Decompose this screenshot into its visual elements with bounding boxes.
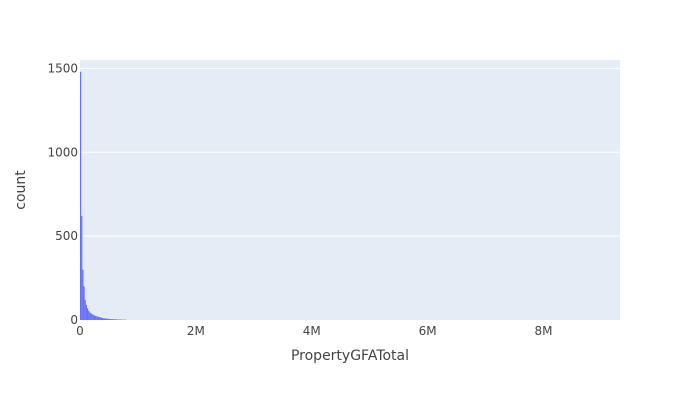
y-tick-label: 1500	[47, 61, 78, 75]
histogram-bar	[82, 269, 84, 320]
histogram-bar	[105, 318, 107, 320]
histogram-bar	[108, 318, 111, 320]
histogram-bar	[80, 71, 82, 320]
histogram-bar	[119, 319, 121, 320]
x-axis-ticks: 0 2M 4M 6M 8M	[76, 324, 552, 338]
x-tick-label: 8M	[535, 324, 553, 338]
histogram-bar	[99, 317, 101, 320]
y-axis-ticks: 0 500 1000 1500	[47, 61, 78, 327]
histogram-bar	[113, 319, 115, 320]
histogram-bar	[93, 315, 96, 320]
histogram-bar	[90, 313, 92, 320]
histogram-bar	[117, 319, 119, 320]
histogram-bar	[92, 314, 94, 320]
histogram-bar	[89, 312, 91, 320]
x-tick-label: 0	[76, 324, 84, 338]
y-tick-label: 500	[55, 229, 78, 243]
histogram-bar	[110, 318, 112, 320]
bars	[80, 71, 127, 320]
histogram-bar	[111, 319, 113, 320]
y-tick-label: 0	[70, 313, 78, 327]
x-tick-label: 2M	[187, 324, 205, 338]
histogram-bar	[95, 315, 97, 320]
histogram-bar	[97, 316, 99, 320]
histogram-bar	[114, 319, 116, 320]
plot-area	[80, 60, 620, 320]
histogram-bar	[118, 319, 120, 320]
histogram-bar	[84, 299, 86, 320]
histogram-bar	[100, 317, 103, 320]
histogram-bar	[115, 319, 118, 320]
histogram-bar	[83, 286, 85, 320]
histogram-bar	[120, 319, 122, 320]
histogram-bar	[91, 314, 93, 320]
histogram-bar	[81, 216, 83, 320]
histogram-bar	[106, 318, 108, 320]
y-axis-title: count	[13, 170, 29, 210]
histogram-bar	[112, 319, 114, 320]
x-tick-label: 6M	[419, 324, 437, 338]
histogram-bar	[102, 317, 104, 320]
gridlines	[80, 67, 620, 237]
x-tick-label: 4M	[303, 324, 321, 338]
histogram-bar	[88, 310, 90, 320]
y-tick-label: 1000	[47, 145, 78, 159]
histogram-bar	[96, 316, 98, 320]
histogram-bar	[104, 318, 106, 320]
x-axis-title: PropertyGFATotal	[291, 348, 409, 364]
histogram-bar	[98, 316, 100, 320]
histogram-bar	[85, 304, 87, 320]
histogram-bar	[103, 318, 105, 320]
histogram-bar	[86, 308, 89, 320]
histogram-bar	[107, 318, 109, 320]
